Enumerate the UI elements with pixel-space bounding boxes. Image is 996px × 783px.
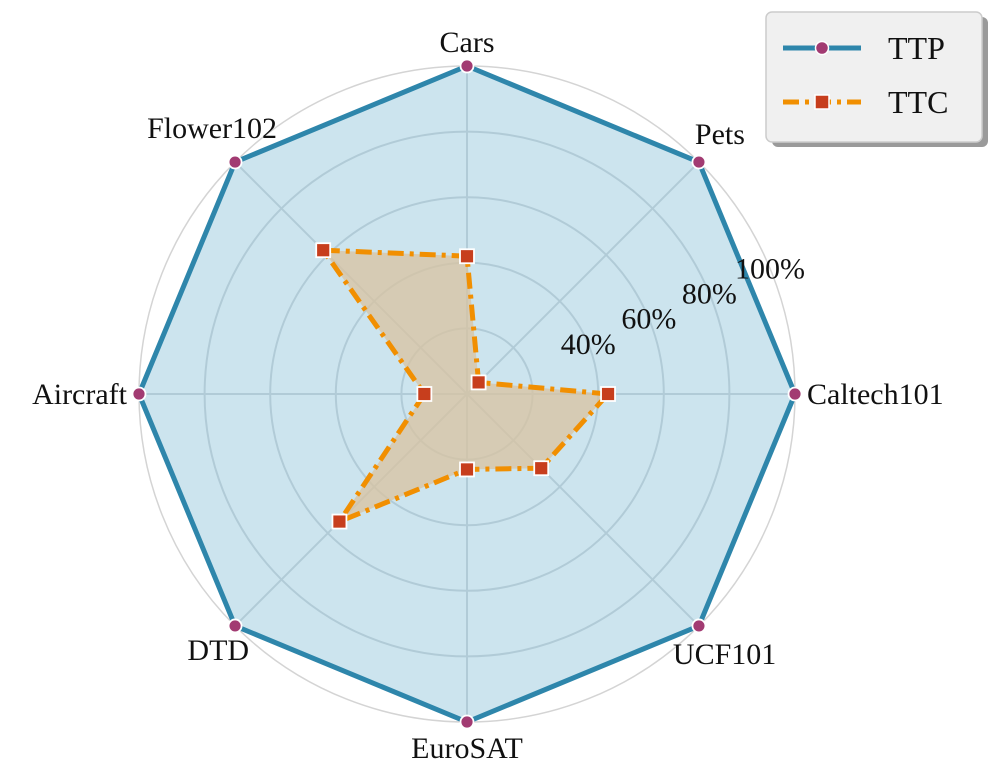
point-ttp-dtd	[227, 618, 243, 634]
point-ttp-caltech101	[787, 386, 803, 402]
axis-label-eurosat: EuroSAT	[411, 732, 523, 765]
legend-marker-ttc	[814, 94, 830, 110]
legend-box	[765, 11, 983, 143]
axis-label-aircraft: Aircraft	[32, 378, 128, 411]
legend-label-ttp: TTP	[888, 30, 945, 66]
series-ttc-area	[323, 250, 608, 522]
axis-label-flower102: Flower102	[147, 112, 277, 145]
point-ttc-ucf101	[533, 460, 550, 477]
point-ttc-flower102	[315, 242, 332, 259]
axis-label-pets: Pets	[695, 118, 745, 151]
axis-label-ucf101: UCF101	[673, 638, 776, 671]
radial-tick-label-80: 80%	[682, 278, 737, 311]
radial-tick-labels: 40%60%80%100%	[561, 252, 805, 360]
legend-item-ttc: TTC	[783, 84, 948, 120]
point-ttp-cars	[459, 58, 475, 74]
radial-tick-label-60: 60%	[621, 303, 676, 336]
point-ttc-cars	[459, 248, 475, 265]
radial-tick-label-40: 40%	[561, 328, 616, 361]
point-ttc-pets	[470, 374, 487, 391]
axis-label-dtd: DTD	[187, 634, 249, 667]
axis-labels: Caltech101 Pets Cars Flower102 Aircraft DTD Eu…	[32, 26, 944, 765]
point-ttc-dtd	[331, 513, 348, 530]
point-ttc-caltech101	[600, 386, 616, 402]
axis-label-cars: Cars	[440, 26, 495, 59]
legend-marker-ttp	[814, 40, 830, 56]
point-ttp-eurosat	[459, 714, 475, 730]
point-ttp-pets	[691, 154, 707, 170]
legend-item-ttp: TTP	[783, 30, 945, 66]
point-ttc-eurosat	[459, 461, 475, 478]
point-ttc-aircraft	[416, 386, 433, 402]
legend: TTP TTC	[765, 11, 988, 147]
legend-label-ttc: TTC	[888, 84, 948, 120]
point-ttp-aircraft	[131, 386, 147, 402]
point-ttp-flower102	[227, 154, 243, 170]
series-ttc	[315, 242, 616, 530]
radial-tick-label-100: 100%	[735, 252, 805, 285]
axis-label-caltech101: Caltech101	[807, 378, 944, 411]
point-ttp-ucf101	[691, 618, 707, 634]
